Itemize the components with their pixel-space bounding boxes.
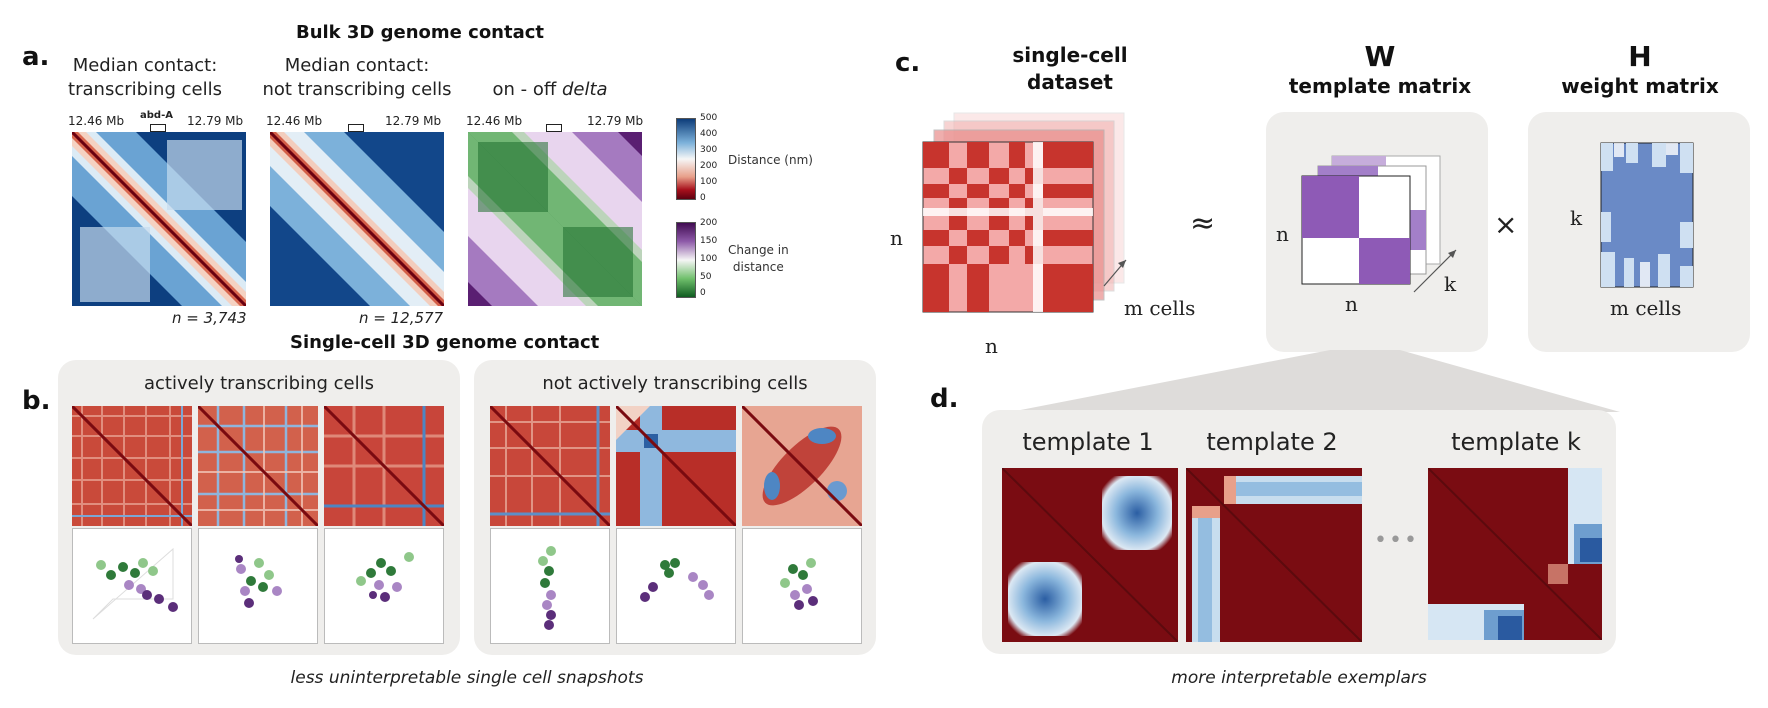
approx-symbol: ≈ — [1190, 206, 1216, 241]
H-weight-matrix — [1600, 142, 1694, 288]
sc-heatmap-6 — [742, 406, 862, 526]
map1-n-label: n = 3,743 — [172, 309, 247, 327]
panel-b-letter: b. — [22, 386, 51, 416]
map2-title-line2: not transcribing cells — [262, 79, 452, 100]
bulk-heatmap-delta — [468, 132, 642, 306]
colorbar-distance-tick-300: 300 — [700, 145, 718, 155]
map2-title-line1: Median contact: — [284, 55, 430, 76]
map2-region-box — [348, 124, 364, 132]
map2-n-label: n = 12,577 — [359, 309, 444, 327]
dataset-title-line1: single-cell — [1012, 43, 1128, 67]
map1-left-tick: 12.46 Mb — [68, 114, 125, 128]
map1-region-label: abd-A — [140, 110, 173, 121]
panel-d-letter: d. — [930, 384, 959, 414]
template-2-heatmap — [1186, 468, 1362, 642]
panel-a-letter: a. — [22, 42, 50, 72]
map2-left-tick: 12.46 Mb — [266, 114, 323, 128]
W-letter: W — [1364, 40, 1396, 73]
dataset-stack — [922, 112, 1127, 313]
sc-heatmap-5 — [616, 406, 736, 526]
sc-structure-5 — [616, 528, 736, 644]
map3-title-prefix: on - off — [492, 79, 562, 100]
W-n-left: n — [1276, 222, 1289, 246]
colorbar-distance-label: Distance (nm) — [728, 153, 813, 167]
H-letter: H — [1628, 40, 1652, 73]
template-1-label: template 1 — [1022, 428, 1154, 456]
panel-b-caption: less uninterpretable single cell snapsho… — [290, 668, 644, 688]
colorbar-distance-tick-500: 500 — [700, 113, 718, 123]
dataset-n-left: n — [890, 226, 903, 250]
map1-title-line2: transcribing cells — [68, 79, 222, 100]
colorbar-distance-tick-0: 0 — [700, 193, 706, 203]
panel-b-title: Single-cell 3D genome contact — [290, 332, 600, 353]
sc-structure-3 — [324, 528, 444, 644]
bulk-heatmap-not-transcribing — [270, 132, 444, 306]
map2-title: Median contact: not transcribing cells — [262, 54, 452, 102]
panel-b-group-left: actively transcribing cells — [144, 373, 374, 394]
dataset-n-bottom: n — [985, 334, 998, 358]
map3-region-box — [546, 124, 562, 132]
sc-structure-6 — [742, 528, 862, 644]
colorbar-change-label: Change in distance — [728, 242, 789, 276]
map1-region-box — [150, 124, 166, 132]
colorbar-distance — [676, 118, 696, 200]
W-n-bottom: n — [1345, 292, 1358, 316]
H-title: weight matrix — [1561, 74, 1719, 98]
dataset-title-line2: dataset — [1027, 70, 1113, 94]
map3-left-tick: 12.46 Mb — [466, 114, 523, 128]
colorbar-change-tick-150: 150 — [700, 236, 718, 246]
map1-title-line1: Median contact: — [72, 55, 218, 76]
template-1-heatmap — [1002, 468, 1178, 642]
colorbar-change-tick-0: 0 — [700, 288, 706, 298]
times-symbol: × — [1494, 208, 1518, 241]
map1-right-tick: 12.79 Mb — [187, 114, 244, 128]
sc-heatmap-4 — [490, 406, 610, 526]
zoom-wedge — [1010, 350, 1620, 412]
ellipsis: ••• — [1374, 528, 1419, 553]
bulk-heatmap-transcribing — [72, 132, 246, 306]
panel-d-caption: more interpretable exemplars — [1171, 668, 1427, 688]
sc-heatmap-1 — [72, 406, 192, 526]
template-k-label: template k — [1451, 428, 1581, 456]
dataset-m-cells: m cells — [1124, 296, 1196, 320]
colorbar-distance-tick-400: 400 — [700, 129, 718, 139]
W-title: template matrix — [1288, 74, 1472, 98]
W-k-label: k — [1444, 272, 1457, 296]
colorbar-change — [676, 222, 696, 298]
colorbar-distance-tick-100: 100 — [700, 177, 718, 187]
sc-structure-4 — [490, 528, 610, 644]
template-k-heatmap — [1428, 468, 1602, 640]
dataset-title: single-cell dataset — [970, 42, 1170, 96]
W-template-stack — [1301, 155, 1457, 293]
colorbar-change-tick-50: 50 — [700, 272, 712, 282]
colorbar-change-label-line1: Change in — [728, 243, 789, 257]
H-m-cells: m cells — [1610, 296, 1682, 320]
colorbar-change-tick-200: 200 — [700, 218, 718, 228]
template-2-label: template 2 — [1206, 428, 1338, 456]
sc-heatmap-2 — [198, 406, 318, 526]
panel-b-group-right: not actively transcribing cells — [542, 373, 808, 394]
map3-title-italic: delta — [561, 79, 608, 100]
map3-right-tick: 12.79 Mb — [587, 114, 644, 128]
H-k-label: k — [1570, 206, 1583, 230]
colorbar-distance-tick-200: 200 — [700, 161, 718, 171]
map3-title: on - off delta — [460, 78, 640, 102]
sc-structure-2 — [198, 528, 318, 644]
colorbar-change-tick-100: 100 — [700, 254, 718, 264]
sc-heatmap-3 — [324, 406, 444, 526]
map1-title: Median contact: transcribing cells — [65, 54, 225, 102]
map2-right-tick: 12.79 Mb — [385, 114, 442, 128]
sc-structure-1 — [72, 528, 192, 644]
panel-a-title: Bulk 3D genome contact — [295, 22, 545, 43]
colorbar-change-label-line2: distance — [732, 260, 784, 274]
panel-c-letter: c. — [895, 48, 921, 78]
